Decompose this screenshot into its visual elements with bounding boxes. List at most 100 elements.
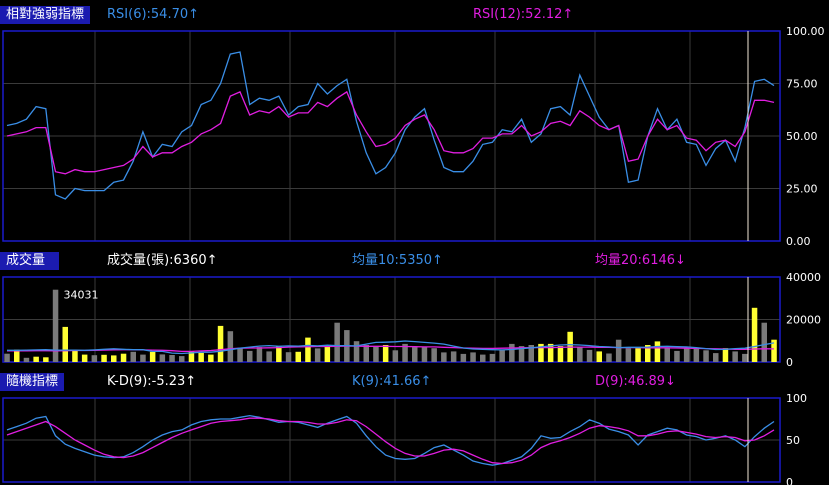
volume-bar <box>179 356 185 362</box>
volume-bar <box>742 353 748 362</box>
volume-bar <box>120 353 127 362</box>
volume-bar <box>276 346 282 362</box>
volume-bar <box>441 352 447 362</box>
volume-bar <box>140 354 146 362</box>
volume-bar <box>363 345 369 362</box>
kd-frame <box>2 397 781 483</box>
volume-bar <box>450 351 457 362</box>
rsi6-line <box>6 51 775 200</box>
volume-bar <box>431 348 437 362</box>
volume-bar <box>43 357 49 362</box>
d-line <box>6 417 775 465</box>
volume-panel-tag[interactable]: 成交量 <box>0 252 60 270</box>
k-line <box>6 414 775 466</box>
volume-bar <box>499 349 505 362</box>
volume-bar <box>606 353 612 362</box>
volume-bar <box>101 354 107 362</box>
volume-bar <box>751 307 758 362</box>
ma10-line <box>7 340 775 355</box>
volume-bar <box>645 345 651 362</box>
volume-bar <box>577 346 583 362</box>
rsi-panel-tag[interactable]: 相對強弱指標 <box>0 6 91 24</box>
d-readout: D(9):46.89↓ <box>595 374 676 389</box>
rsi12-readout: RSI(12):52.12↑ <box>473 7 574 22</box>
volume-bar <box>111 355 117 362</box>
volume-bar <box>285 352 292 362</box>
rsi-frame <box>2 30 781 242</box>
volume-bar <box>266 351 272 362</box>
volume-bar <box>72 349 78 362</box>
volume-bar <box>674 350 680 362</box>
volume-bar <box>91 355 98 362</box>
volume-readout: 成交量(張):6360↑ <box>107 253 218 268</box>
kd-panel: 100 50 0 <box>2 392 807 485</box>
volume-bar <box>664 348 670 362</box>
volume-bar <box>217 325 224 362</box>
volume-bar <box>635 348 641 362</box>
volume-bar <box>615 339 622 362</box>
volume-bar <box>421 347 428 362</box>
volume-bar <box>4 353 10 362</box>
volume-bar <box>159 354 166 362</box>
volume-bar <box>295 351 301 362</box>
volume-bar <box>149 351 156 362</box>
volume-ytick-label: 20000 <box>786 314 821 327</box>
volume-bar <box>208 354 214 362</box>
volume-bar <box>130 351 136 362</box>
k-readout: K(9):41.66↑ <box>352 374 432 389</box>
volume-bar <box>334 322 340 362</box>
volume-bar <box>683 348 690 362</box>
volume-bar <box>489 353 496 362</box>
volume-bar <box>256 347 263 362</box>
volume-bar <box>62 326 68 362</box>
volume-bar <box>703 350 709 362</box>
rsi6-readout: RSI(6):54.70↑ <box>107 7 200 22</box>
volume-bar <box>625 348 632 362</box>
volume-bar <box>460 353 467 362</box>
volume-bar <box>169 355 175 362</box>
kd-ytick-label: 100 <box>786 392 807 405</box>
volume-bar <box>305 337 311 362</box>
kd-diff-readout: K-D(9):-5.23↑ <box>107 374 197 389</box>
rsi-panel: 100.00 75.00 50.00 25.00 0.00 <box>2 25 825 248</box>
volume-bar <box>713 353 719 362</box>
kd-panel-tag[interactable]: 隨機指標 <box>0 373 65 391</box>
volume-panel: 40000 20000 0 34031 <box>2 271 821 369</box>
volume-bar <box>198 352 204 362</box>
volume-bar <box>33 356 39 362</box>
volume-ytick-label: 0 <box>786 356 793 369</box>
rsi12-line <box>6 90 775 175</box>
volume-bar <box>412 347 418 362</box>
kd-ytick-label: 0 <box>786 476 793 485</box>
rsi-ytick-label: 25.00 <box>786 183 818 196</box>
rsi-ytick-label: 100.00 <box>786 25 825 38</box>
volume-bar <box>654 341 661 362</box>
volume-bar <box>14 349 20 362</box>
volume-bar <box>23 357 30 363</box>
volume-bar <box>402 343 408 362</box>
volume-bar <box>247 350 253 362</box>
volume-frame <box>2 276 781 363</box>
volume-bar <box>528 345 534 362</box>
volume-bar <box>81 354 88 362</box>
kd-panel-header: 隨機指標 K-D(9):-5.23↑ K(9):41.66↑ D(9):46.8… <box>0 371 829 391</box>
volume-bar <box>732 351 738 362</box>
volume-bar <box>771 339 777 362</box>
volume-peak-label: 34031 <box>64 289 99 302</box>
volume-bar <box>557 346 564 362</box>
volume-bar <box>227 331 234 362</box>
volume-bar <box>353 341 360 362</box>
rsi-ytick-label: 0.00 <box>786 235 811 248</box>
volume-bar <box>52 289 59 362</box>
volume-bar <box>382 345 389 362</box>
rsi-ytick-label: 50.00 <box>786 130 818 143</box>
volume-bar <box>373 346 379 362</box>
volume-bar <box>547 343 554 362</box>
volume-bar <box>693 348 700 362</box>
volume-bar <box>314 348 321 362</box>
kd-ytick-label: 50 <box>786 434 800 447</box>
volume-bar <box>538 343 544 362</box>
volume-bar <box>518 346 525 362</box>
volume-bar <box>392 350 399 362</box>
